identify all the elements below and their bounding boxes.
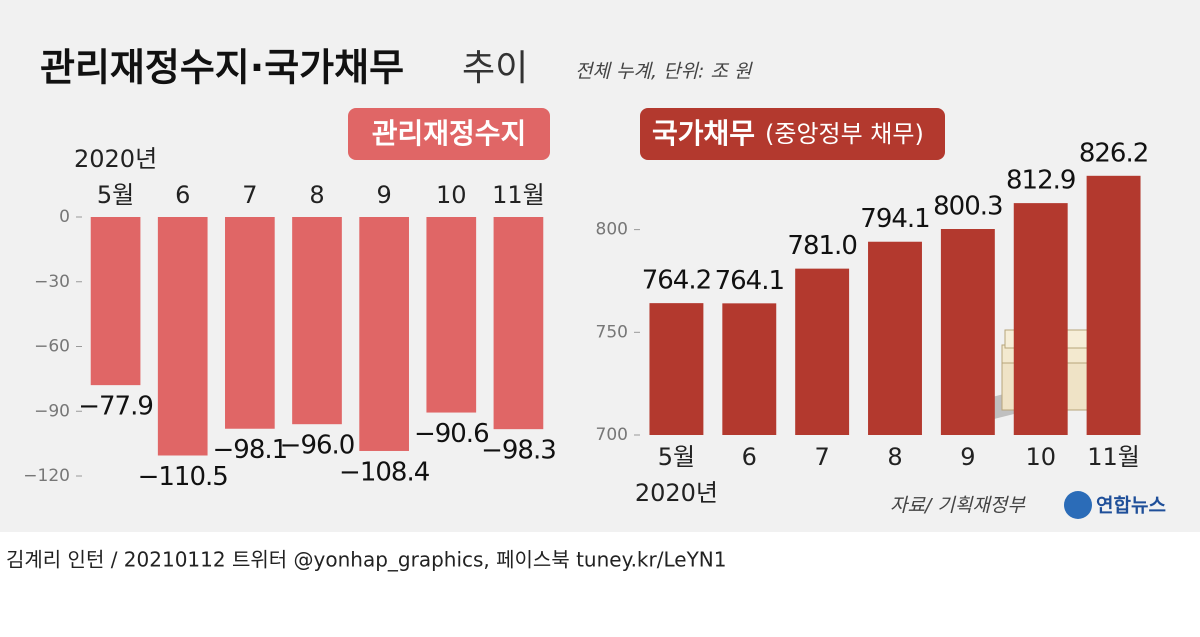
x-tick-label: 9: [960, 443, 975, 471]
value-label: 812.9: [1006, 166, 1075, 196]
logo: [1064, 491, 1092, 519]
x-tick-label: 9: [377, 181, 392, 209]
bar: [225, 217, 275, 429]
x-tick-label: 7: [815, 443, 830, 471]
bar: [1086, 175, 1141, 435]
x-tick-label: 8: [309, 181, 324, 209]
x-tick-label: 7: [242, 181, 257, 209]
chart-subtitle: (중앙정부 채무): [765, 120, 924, 148]
x-tick-label: 8: [887, 443, 902, 471]
value-label: 781.0: [787, 231, 856, 261]
value-label: −96.0: [280, 431, 355, 461]
bar: [426, 217, 477, 413]
x-tick-label: 11월: [1087, 443, 1140, 471]
bar: [940, 228, 995, 435]
value-label: 764.1: [715, 266, 784, 296]
title-pill: [640, 108, 945, 160]
note: 전체 누계, 단위: 조 원: [575, 61, 753, 83]
bar: [1013, 203, 1068, 435]
x-tick-label: 6: [742, 443, 757, 471]
value-label: −77.9: [78, 392, 153, 422]
y-tick-label: −120: [23, 466, 70, 486]
value-label: 800.3: [933, 191, 1002, 221]
bar: [868, 241, 922, 435]
x-note: 2020년: [635, 479, 718, 507]
chart-title: 관리재정수지: [372, 117, 527, 150]
bar: [795, 268, 850, 435]
x-note: 2020년: [74, 145, 157, 173]
x-tick-label: 10: [436, 181, 467, 209]
credit: 김계리 인턴 / 20210112 트위터 @yonhap_graphics, …: [6, 548, 726, 572]
chart-title: 국가채무: [652, 117, 755, 150]
y-tick-label: 700: [596, 425, 628, 445]
y-tick-label: −90: [34, 401, 70, 421]
bar: [649, 303, 704, 435]
value-label: 826.2: [1079, 138, 1148, 168]
source: 자료/ 기획재정부: [890, 495, 1026, 517]
title: 관리재정수지·국가채무: [40, 46, 404, 90]
y-tick-label: −30: [34, 272, 70, 292]
bar: [157, 217, 208, 456]
y-tick-label: 800: [596, 220, 628, 240]
value-label: −110.5: [138, 462, 228, 492]
value-label: 764.2: [642, 266, 711, 296]
x-tick-label: 5월: [97, 181, 134, 209]
x-tick-label: 6: [175, 181, 190, 209]
bar: [722, 303, 777, 435]
value-label: −108.4: [339, 457, 430, 487]
value-label: −98.3: [481, 436, 556, 466]
y-tick-label: 0: [59, 207, 70, 227]
value-label: 794.1: [860, 204, 929, 234]
x-tick-label: 10: [1025, 443, 1056, 471]
y-tick-label: −60: [34, 337, 70, 357]
x-tick-label: 5월: [658, 443, 695, 471]
value-label: −98.1: [213, 435, 288, 465]
x-tick-label: 11월: [492, 181, 545, 209]
bar: [90, 217, 141, 386]
bar: [493, 217, 544, 430]
bar: [359, 217, 409, 451]
y-tick-label: 750: [596, 322, 628, 342]
bar: [292, 217, 342, 425]
title-pill: [348, 108, 550, 160]
value-label: −90.6: [414, 419, 489, 449]
agency: 연합뉴스: [1096, 495, 1166, 517]
title-suffix: 추이: [462, 48, 528, 89]
